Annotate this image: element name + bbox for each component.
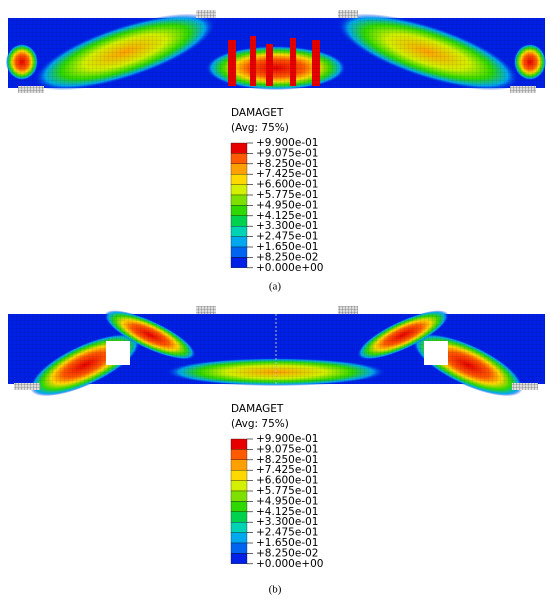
legend-label: +1.650e-01 [256,241,318,253]
legend-label: +7.425e-01 [256,168,318,180]
legend-label: +0.000e+00 [256,262,323,274]
legend-swatch [230,257,248,268]
legend-label: +9.900e-01 [256,137,318,149]
legend-subtitle: (Avg: 75%) [231,122,289,134]
legend-swatch [230,142,248,154]
legend-label: +6.600e-01 [256,179,318,191]
legend-label: +2.475e-01 [256,231,318,243]
legend-swatch [230,490,248,502]
legend-label: +2.475e-01 [256,527,318,539]
legend-swatch [230,480,248,492]
legend-swatch [230,532,248,544]
caption: (a) [269,281,282,293]
legend-swatch [230,553,248,564]
legend-label: +9.900e-01 [256,433,318,445]
legend-swatch [230,438,248,450]
legend-title: DAMAGET [231,403,284,415]
legend-label: +3.300e-01 [256,220,318,232]
legend-swatch [230,522,248,533]
legend-swatch [230,511,248,523]
legend-swatch [230,459,248,471]
legend-label: +6.600e-01 [256,475,318,487]
legend-label: +1.650e-01 [256,537,318,549]
legend-label: +4.950e-01 [256,495,318,507]
legend-swatch [230,174,248,185]
legend-label: +3.300e-01 [256,516,318,528]
legend-label: +7.425e-01 [256,464,318,476]
caption: (b) [269,584,282,596]
legend-label: +4.125e-01 [256,506,318,518]
legend-subtitle: (Avg: 75%) [231,418,289,430]
legend-swatch [230,194,248,206]
legend-label: +8.250e-01 [256,158,318,170]
legend-swatch [230,226,248,237]
legend-swatch [230,246,248,258]
legend-swatch [230,163,248,175]
legend-label: +9.075e-01 [256,443,318,455]
legend-swatch [230,205,248,216]
legend-swatch [230,470,248,481]
legend-swatch [230,542,248,554]
legend-label: +0.000e+00 [256,558,323,570]
legend-label: +4.125e-01 [256,210,318,222]
legend-swatch [230,184,248,196]
legend-swatch [230,501,248,512]
legend-label: +8.250e-01 [256,454,318,466]
legend-title: DAMAGET [231,107,284,119]
legend-label: +5.775e-01 [256,189,318,201]
legend-label: +9.075e-01 [256,147,318,159]
legend-swatch [230,236,248,248]
legend-label: +8.250e-02 [256,251,318,263]
legend-label: +5.775e-01 [256,485,318,497]
legend-swatch [230,449,248,460]
beam-b [8,306,545,397]
legend-label: +8.250e-02 [256,547,318,559]
beam-a [6,10,546,93]
legend-label: +4.950e-01 [256,199,318,211]
legend-swatch [230,153,248,164]
legend-swatch [230,215,248,227]
